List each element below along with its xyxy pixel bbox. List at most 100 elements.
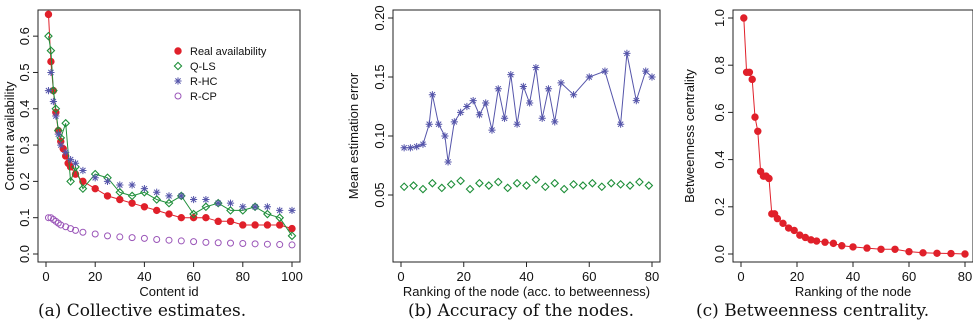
- data-point: [513, 120, 521, 128]
- data-point: [550, 178, 560, 188]
- data-point: [177, 192, 185, 200]
- legend-label: Real availability: [190, 46, 267, 58]
- data-point: [78, 184, 88, 194]
- chart-panel-2: 0 20 40 60 80 0.05 0.10 0.15 0.20 Ranking of the …: [346, 5, 661, 321]
- data-point: [79, 228, 87, 236]
- data-point: [494, 85, 502, 93]
- data-point: [465, 184, 475, 194]
- y-tick-label: 0.1: [17, 209, 32, 227]
- data-point: [428, 91, 436, 99]
- data-point: [189, 209, 198, 219]
- x-tick-label: 0: [42, 269, 49, 284]
- data-point: [67, 225, 75, 233]
- legend-marker: [173, 61, 183, 71]
- data-point: [601, 67, 609, 75]
- y-tick-label: 0.5: [17, 63, 32, 81]
- legend-label: R-HC: [190, 76, 218, 88]
- data-point: [103, 177, 112, 185]
- data-point: [441, 132, 449, 140]
- data-point: [202, 195, 210, 204]
- data-point: [276, 221, 284, 229]
- data-point: [947, 249, 955, 258]
- data-point: [765, 174, 773, 183]
- x-tick-label: 0: [397, 269, 404, 284]
- data-point: [588, 178, 597, 188]
- data-point: [190, 238, 198, 246]
- data-point: [500, 114, 509, 122]
- data-point: [457, 108, 465, 116]
- data-point: [597, 182, 607, 192]
- data-point: [475, 111, 484, 119]
- data-point: [263, 240, 271, 248]
- data-point: [153, 188, 161, 196]
- data-point: [425, 120, 433, 128]
- data-point: [849, 243, 857, 251]
- y-tick-label: 0.0: [712, 245, 727, 263]
- data-point: [578, 181, 588, 190]
- y-tick-label: 0.2: [712, 198, 727, 216]
- data-point: [153, 235, 161, 243]
- data-point: [127, 191, 137, 201]
- data-point: [49, 86, 58, 95]
- data-point: [251, 203, 259, 211]
- data-point: [399, 182, 409, 192]
- y-tick-label: 0.6: [712, 103, 727, 121]
- x-tick-label: 20: [88, 269, 102, 284]
- data-point: [400, 144, 408, 152]
- data-point: [226, 217, 235, 226]
- data-point: [877, 245, 885, 253]
- y-axis-label: Mean estimation error: [346, 72, 361, 199]
- plot-frame: [37, 9, 301, 263]
- data-point: [116, 181, 124, 189]
- data-point: [503, 183, 513, 193]
- data-point: [226, 206, 235, 215]
- data-point: [91, 230, 99, 238]
- data-point: [740, 14, 748, 22]
- data-point: [227, 239, 234, 247]
- data-point: [276, 241, 284, 249]
- x-tick-label: 60: [582, 269, 596, 284]
- data-point: [91, 184, 99, 193]
- data-point: [625, 181, 635, 190]
- data-point: [288, 241, 296, 249]
- data-point: [152, 195, 162, 204]
- data-point: [165, 192, 173, 200]
- data-point: [202, 213, 210, 222]
- data-point: [51, 104, 61, 114]
- data-point: [779, 219, 787, 228]
- x-axis-label: Content id: [139, 284, 198, 299]
- data-point: [263, 209, 272, 219]
- data-point: [79, 166, 87, 175]
- data-point: [812, 237, 821, 245]
- data-point: [263, 203, 271, 211]
- data-point: [61, 118, 71, 128]
- y-tick-label: 0.4: [712, 151, 727, 169]
- data-point: [933, 249, 941, 257]
- data-point: [838, 242, 846, 250]
- data-point: [201, 202, 211, 212]
- data-point: [484, 181, 494, 190]
- data-point: [153, 206, 161, 215]
- data-point: [57, 221, 65, 229]
- data-point: [239, 239, 247, 247]
- data-point: [538, 114, 546, 122]
- series-1: [400, 49, 656, 166]
- data-point: [450, 118, 458, 126]
- y-tick-label: 0.8: [712, 56, 727, 74]
- data-point: [961, 250, 969, 258]
- data-point: [919, 249, 927, 257]
- data-point: [435, 120, 443, 128]
- data-point: [177, 213, 186, 222]
- x-tick-label: 20: [790, 269, 804, 284]
- series-q-ls: [44, 31, 297, 241]
- data-point: [444, 158, 452, 166]
- data-point: [226, 199, 235, 207]
- x-tick-label: 40: [846, 269, 860, 284]
- data-point: [104, 232, 111, 240]
- data-point: [91, 174, 99, 182]
- series-2: [399, 175, 654, 194]
- data-point: [512, 178, 522, 188]
- data-point: [748, 75, 756, 84]
- data-point: [551, 118, 559, 126]
